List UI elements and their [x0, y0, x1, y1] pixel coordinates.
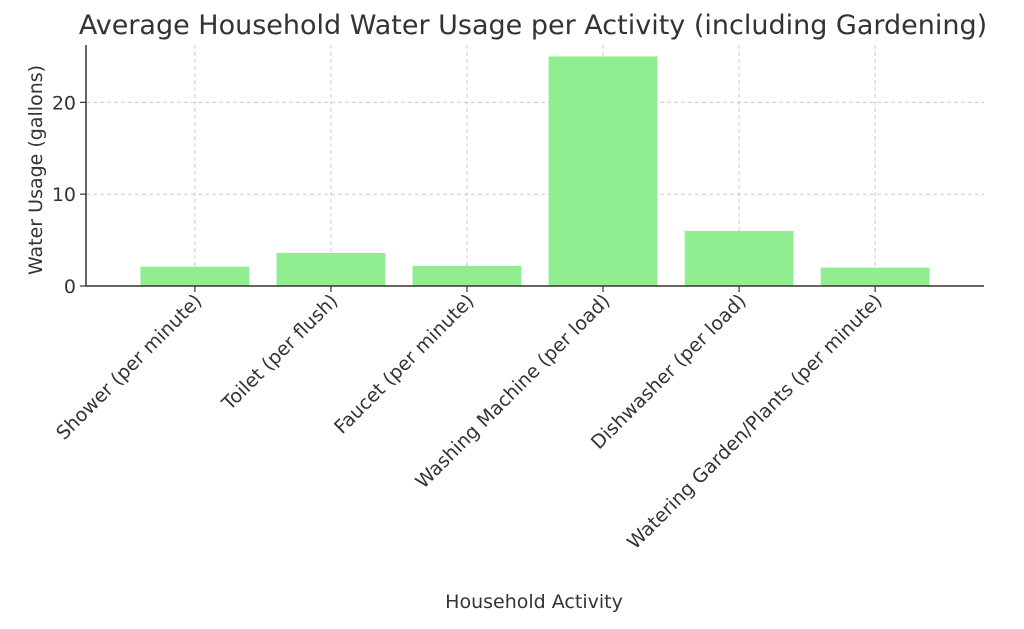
bar [276, 252, 386, 286]
x-tick-label: Toilet (per flush) [217, 290, 342, 415]
axes [85, 45, 984, 287]
y-tick-label: 10 [52, 184, 76, 206]
y-tick-label: 0 [64, 276, 76, 298]
grid-lines [86, 45, 984, 287]
y-tick-label: 20 [52, 92, 76, 114]
bar [548, 56, 658, 286]
chart-title: Average Household Water Usage per Activi… [79, 10, 987, 41]
y-axis-title: Water Usage (gallons) [25, 65, 47, 275]
x-axis-title: Household Activity [445, 591, 623, 613]
bar [412, 265, 522, 286]
x-tick-label: Faucet (per minute) [330, 290, 478, 438]
x-tick-label: Shower (per minute) [52, 290, 206, 444]
bars [140, 56, 930, 286]
x-tick-labels: Shower (per minute) Toilet (per flush)Fau… [52, 286, 887, 554]
bar [684, 230, 794, 286]
y-tick-labels: 0 10 20 [52, 92, 86, 298]
bar [820, 267, 930, 286]
x-tick-label: Watering Garden/Plants (per minute) [623, 290, 887, 554]
bar [140, 266, 250, 286]
x-tick-label: Dishwasher (per load) [587, 290, 751, 454]
